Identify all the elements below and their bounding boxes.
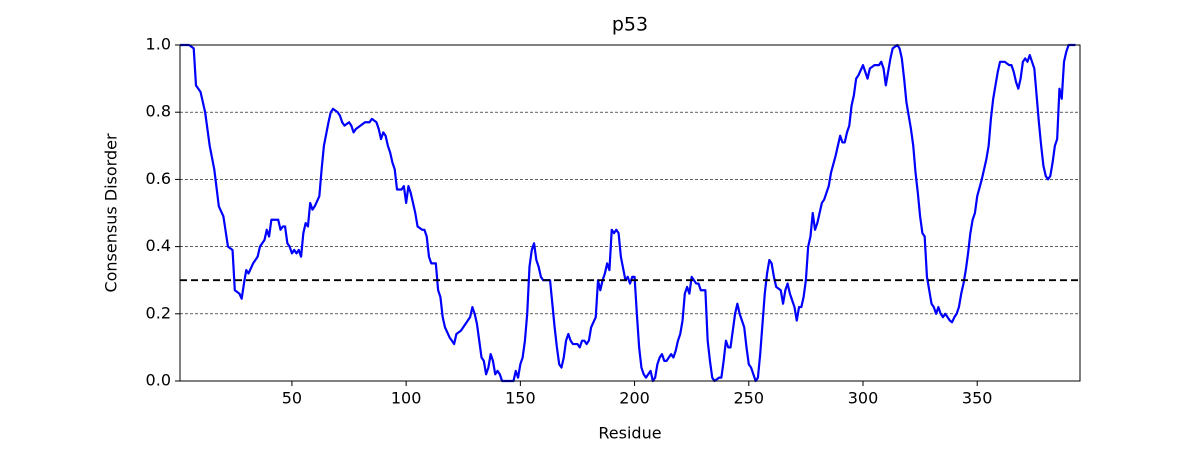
x-tick-label: 300 xyxy=(848,389,879,408)
y-tick-label: 0.6 xyxy=(146,169,171,188)
x-axis-label: Residue xyxy=(598,424,661,443)
y-tick-label: 0.2 xyxy=(146,303,171,322)
y-tick-label: 0.8 xyxy=(146,102,171,121)
y-tick-label: 0.0 xyxy=(146,371,171,390)
x-tick-label: 100 xyxy=(391,389,422,408)
plot-frame xyxy=(179,44,1081,382)
y-tick-label: 0.4 xyxy=(146,236,171,255)
x-tick-label: 350 xyxy=(962,389,993,408)
x-tick-label: 250 xyxy=(734,389,765,408)
y-axis-label: Consensus Disorder xyxy=(102,133,121,293)
y-tick-label: 1.0 xyxy=(146,35,171,54)
data-line xyxy=(180,43,1076,383)
chart-title: p53 xyxy=(612,14,648,36)
x-tick-label: 200 xyxy=(619,389,650,408)
x-tick-label: 50 xyxy=(282,389,302,408)
x-tick-label: 150 xyxy=(505,389,536,408)
